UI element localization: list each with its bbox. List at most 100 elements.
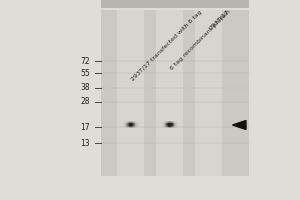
Bar [135,126,136,127]
Bar [181,125,182,126]
Bar [159,127,160,128]
Bar [140,122,141,123]
Text: 293T/17: 293T/17 [208,9,230,31]
Bar [167,124,168,125]
Bar [169,126,170,127]
Bar [130,124,131,125]
Bar [170,125,171,126]
Bar [140,121,141,122]
Bar [137,125,138,126]
Bar [125,125,126,126]
Bar [178,121,179,122]
Bar [177,125,178,126]
Bar [136,125,137,126]
Bar [175,121,176,122]
Bar [135,123,136,124]
Bar [181,127,182,128]
Bar [134,126,135,127]
Bar [139,124,140,125]
Bar [176,121,177,122]
Bar [141,124,142,125]
Bar [134,121,135,122]
Bar [174,123,175,124]
Bar [134,127,135,128]
Bar [141,121,142,122]
Text: 55: 55 [80,68,90,77]
Bar [160,125,161,126]
Bar [126,125,127,126]
Bar [180,121,181,122]
Bar [138,127,139,128]
Bar [134,125,135,126]
Bar [125,126,126,127]
Bar [169,122,170,123]
Bar [165,127,166,128]
Bar [167,121,168,122]
Bar [124,126,125,127]
Bar [166,124,167,125]
Bar [164,124,165,125]
Bar [165,124,166,125]
Bar [162,121,163,122]
Bar [168,122,169,123]
Bar [180,122,181,123]
Bar [136,124,137,125]
Bar [122,124,123,125]
Bar [128,127,129,128]
Bar [140,126,141,127]
Text: 72: 72 [80,56,90,66]
Bar [100,0,249,8]
Bar [176,126,177,127]
Bar [131,126,132,127]
Bar [133,121,134,122]
Bar [181,123,182,124]
Bar [179,121,180,122]
Bar [160,127,161,128]
Bar [133,123,134,124]
Bar [124,122,125,123]
Bar [123,127,124,128]
Bar [100,10,249,176]
Bar [130,126,131,127]
Bar [175,123,176,124]
Bar [163,123,164,124]
Bar [178,124,179,125]
Bar [141,127,142,128]
Bar [171,123,172,124]
Bar [179,123,180,124]
Bar [124,121,125,122]
Bar [131,121,132,122]
Bar [169,124,170,125]
Bar [161,126,162,127]
Bar [129,121,130,122]
Bar [129,127,130,128]
Bar [128,121,129,122]
Bar [126,123,127,124]
Bar [171,127,172,128]
Bar [178,125,179,126]
Bar [124,127,125,128]
Bar [131,127,132,128]
Bar [165,126,166,127]
Bar [138,124,139,125]
Bar [179,125,180,126]
Bar [135,127,136,128]
Bar [166,121,167,122]
Bar [166,123,167,124]
Bar [128,122,129,123]
Bar [131,124,132,125]
Bar [119,127,120,128]
Bar [168,124,169,125]
Bar [128,125,129,126]
Bar [125,127,126,128]
Bar [162,125,163,126]
Bar [133,122,134,123]
Bar [132,125,133,126]
Bar [162,123,163,124]
Bar [129,123,130,124]
Bar [121,127,122,128]
Bar [177,121,178,122]
Bar [174,125,175,126]
Bar [172,121,173,122]
Bar [159,124,160,125]
